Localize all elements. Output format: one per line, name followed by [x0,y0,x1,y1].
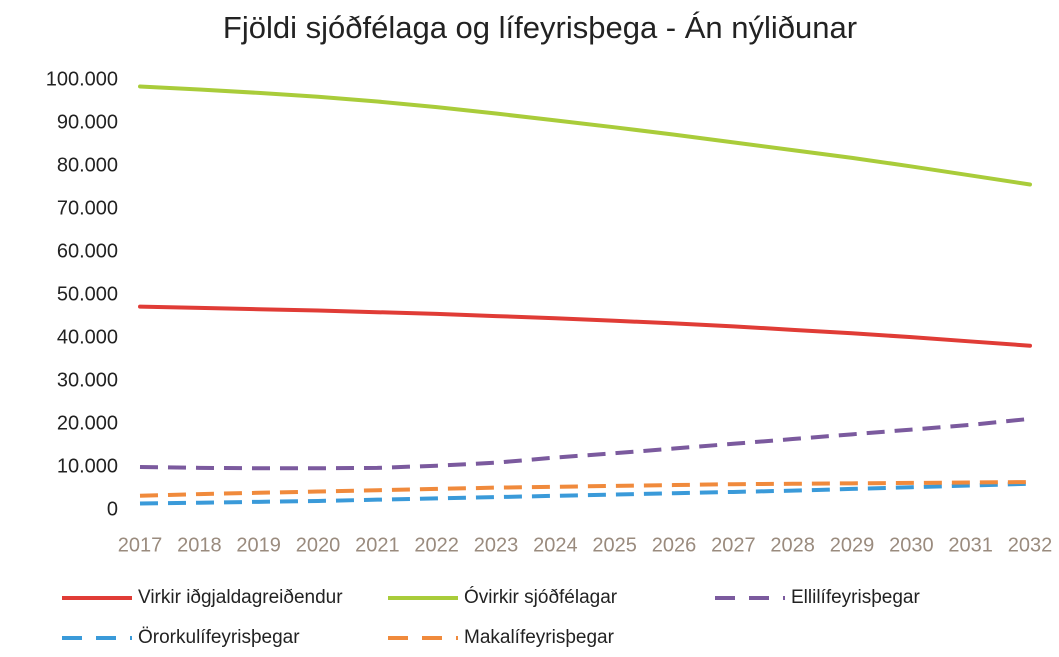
series-line [139,480,1031,498]
y-tick-label: 100.000 [46,68,118,90]
x-tick-label: 2025 [592,534,637,556]
x-tick-label: 2021 [355,534,400,556]
x-tick-label: 2030 [889,534,934,556]
x-tick-label: 2029 [830,534,875,556]
y-tick-label: 70.000 [57,197,118,219]
chart-title: Fjöldi sjóðfélaga og lífeyrisþega - Án n… [223,10,857,45]
x-tick-label: 2027 [711,534,756,556]
legend-label: Ellilífeyrisþegar [791,587,920,608]
x-tick-label: 2031 [948,534,993,556]
x-tick-label: 2032 [1008,534,1053,556]
y-tick-label: 0 [107,498,118,520]
x-tick-label: 2020 [296,534,341,556]
legend-label: Óvirkir sjóðfélagar [464,586,618,608]
y-tick-label: 20.000 [57,412,118,434]
series-line [138,304,1032,348]
x-tick-label: 2017 [118,534,163,556]
x-tick-label: 2026 [652,534,697,556]
y-tick-label: 80.000 [57,154,118,176]
x-tick-label: 2019 [236,534,281,556]
series-line [138,84,1032,187]
y-tick-label: 60.000 [57,240,118,262]
x-tick-label: 2023 [474,534,519,556]
x-tick-label: 2024 [533,534,578,556]
legend-label: Makalífeyrisþegar [464,627,615,648]
x-tick-label: 2022 [414,534,459,556]
y-tick-label: 40.000 [57,326,118,348]
x-tick-label: 2028 [770,534,815,556]
legend-label: Virkir iðgjaldagreiðendur [138,587,343,608]
series-line [139,481,1031,506]
legend-label: Örorkulífeyrisþegar [138,627,300,648]
x-tick-label: 2018 [177,534,222,556]
y-tick-label: 50.000 [57,283,118,305]
y-tick-label: 10.000 [57,455,118,477]
y-tick-label: 30.000 [57,369,118,391]
y-tick-label: 90.000 [57,111,118,133]
series-line [139,416,1031,471]
